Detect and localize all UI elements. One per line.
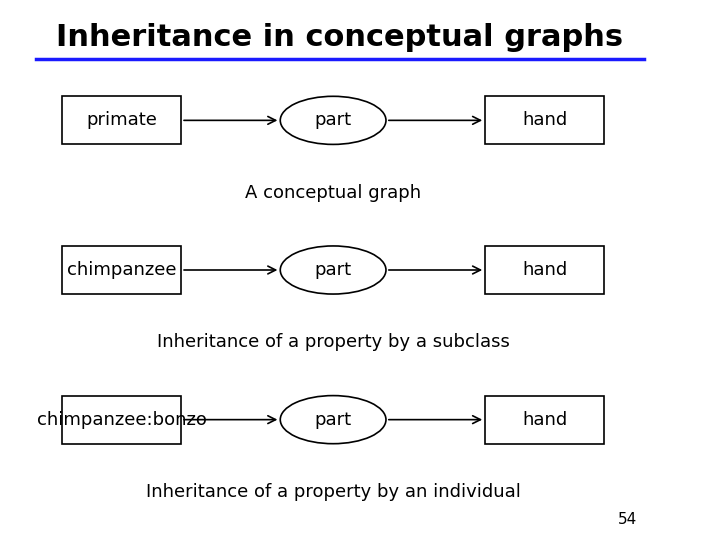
FancyBboxPatch shape bbox=[62, 246, 181, 294]
Ellipse shape bbox=[280, 396, 386, 444]
Text: Inheritance in conceptual graphs: Inheritance in conceptual graphs bbox=[55, 23, 623, 52]
Text: Inheritance of a property by an individual: Inheritance of a property by an individu… bbox=[145, 483, 521, 501]
Ellipse shape bbox=[280, 96, 386, 144]
Text: hand: hand bbox=[522, 261, 567, 279]
FancyBboxPatch shape bbox=[485, 396, 604, 444]
Text: Inheritance of a property by a subclass: Inheritance of a property by a subclass bbox=[157, 333, 510, 351]
Text: hand: hand bbox=[522, 111, 567, 130]
Text: part: part bbox=[315, 261, 351, 279]
Text: A conceptual graph: A conceptual graph bbox=[245, 184, 421, 201]
Ellipse shape bbox=[280, 246, 386, 294]
Text: part: part bbox=[315, 111, 351, 130]
FancyBboxPatch shape bbox=[62, 396, 181, 444]
FancyBboxPatch shape bbox=[485, 246, 604, 294]
Text: chimpanzee:bonzo: chimpanzee:bonzo bbox=[37, 410, 207, 429]
Text: 54: 54 bbox=[618, 511, 637, 526]
FancyBboxPatch shape bbox=[485, 96, 604, 144]
Text: part: part bbox=[315, 410, 351, 429]
Text: hand: hand bbox=[522, 410, 567, 429]
Text: primate: primate bbox=[86, 111, 157, 130]
FancyBboxPatch shape bbox=[62, 96, 181, 144]
Text: chimpanzee: chimpanzee bbox=[67, 261, 176, 279]
